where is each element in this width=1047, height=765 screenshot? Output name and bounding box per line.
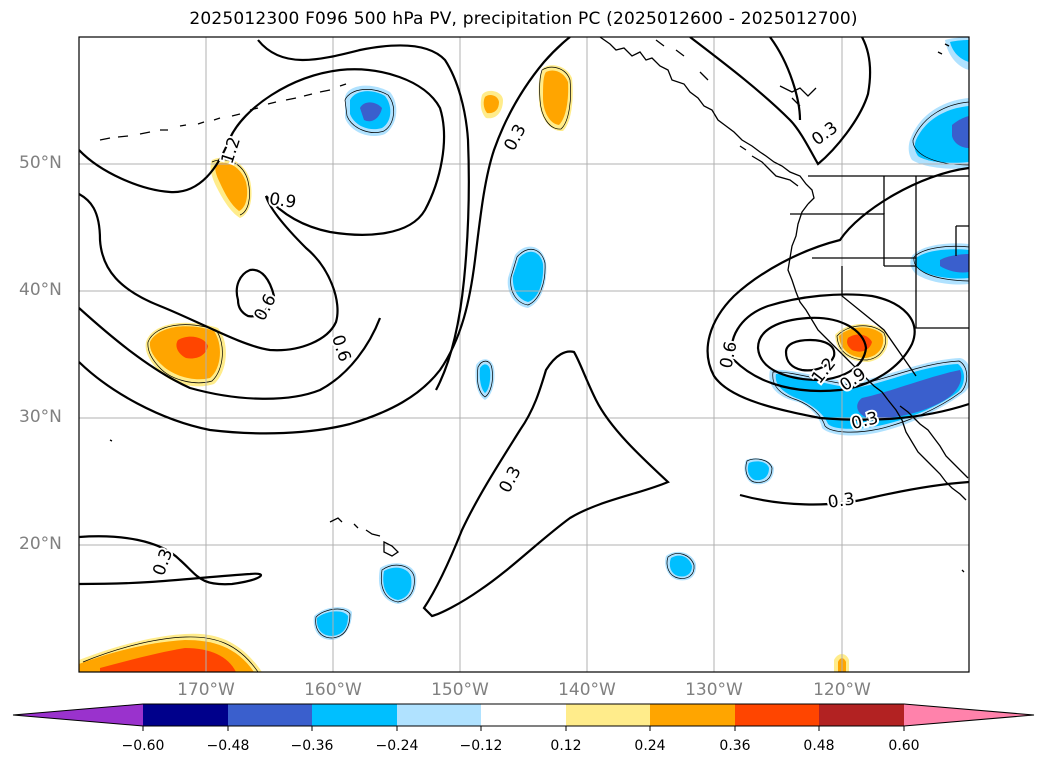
colorbar-tick-label: 0.48: [803, 738, 835, 754]
lon-label-160w: 160°W: [304, 680, 362, 700]
colorbar-segment: [397, 704, 481, 726]
lon-label-140w: 140°W: [558, 680, 616, 700]
colorbar-tick-label: 0.36: [719, 738, 751, 754]
colorbar-extend-left: [13, 704, 143, 726]
colorbar-tick-label: −0.48: [206, 738, 250, 754]
colorbar-tick-label: 0.24: [634, 738, 666, 754]
lat-label-30n: 30°N: [19, 407, 62, 427]
colorbar: [12, 703, 1035, 731]
pv-contours: [79, 37, 969, 618]
precipitation-shading: [79, 37, 969, 672]
colorbar-tick-label: 0.60: [888, 738, 920, 754]
contour-label: 0.9: [268, 189, 298, 213]
colorbar-tick-label: −0.60: [121, 738, 165, 754]
colorbar-segment: [650, 704, 735, 726]
colorbar-segment: [819, 704, 904, 726]
precip-outlines: [82, 66, 969, 672]
colorbar-segment: [312, 704, 397, 726]
contour-label: 0.3: [827, 489, 857, 513]
lat-label-50n: 50°N: [19, 153, 62, 173]
colorbar-segment: [566, 704, 650, 726]
colorbar-tick-label: −0.12: [459, 738, 503, 754]
lon-label-130w: 130°W: [685, 680, 743, 700]
lon-label-150w: 150°W: [431, 680, 489, 700]
colorbar-segment: [481, 704, 566, 726]
colorbar-segment: [143, 704, 228, 726]
lon-label-120w: 120°W: [813, 680, 871, 700]
colorbar-segment: [228, 704, 312, 726]
coastlines: [99, 37, 969, 573]
map-frame: [78, 36, 970, 673]
colorbar-tick-label: −0.24: [375, 738, 419, 754]
lat-label-20n: 20°N: [19, 534, 62, 554]
colorbar-tick-label: 0.12: [550, 738, 582, 754]
map-title: 2025012300 F096 500 hPa PV, precipitatio…: [189, 9, 858, 29]
colorbar-segment: [735, 704, 819, 726]
lon-label-170w: 170°W: [177, 680, 235, 700]
colorbar-tick-label: −0.36: [290, 738, 334, 754]
lat-label-40n: 40°N: [19, 280, 62, 300]
colorbar-extend-right: [904, 704, 1034, 726]
